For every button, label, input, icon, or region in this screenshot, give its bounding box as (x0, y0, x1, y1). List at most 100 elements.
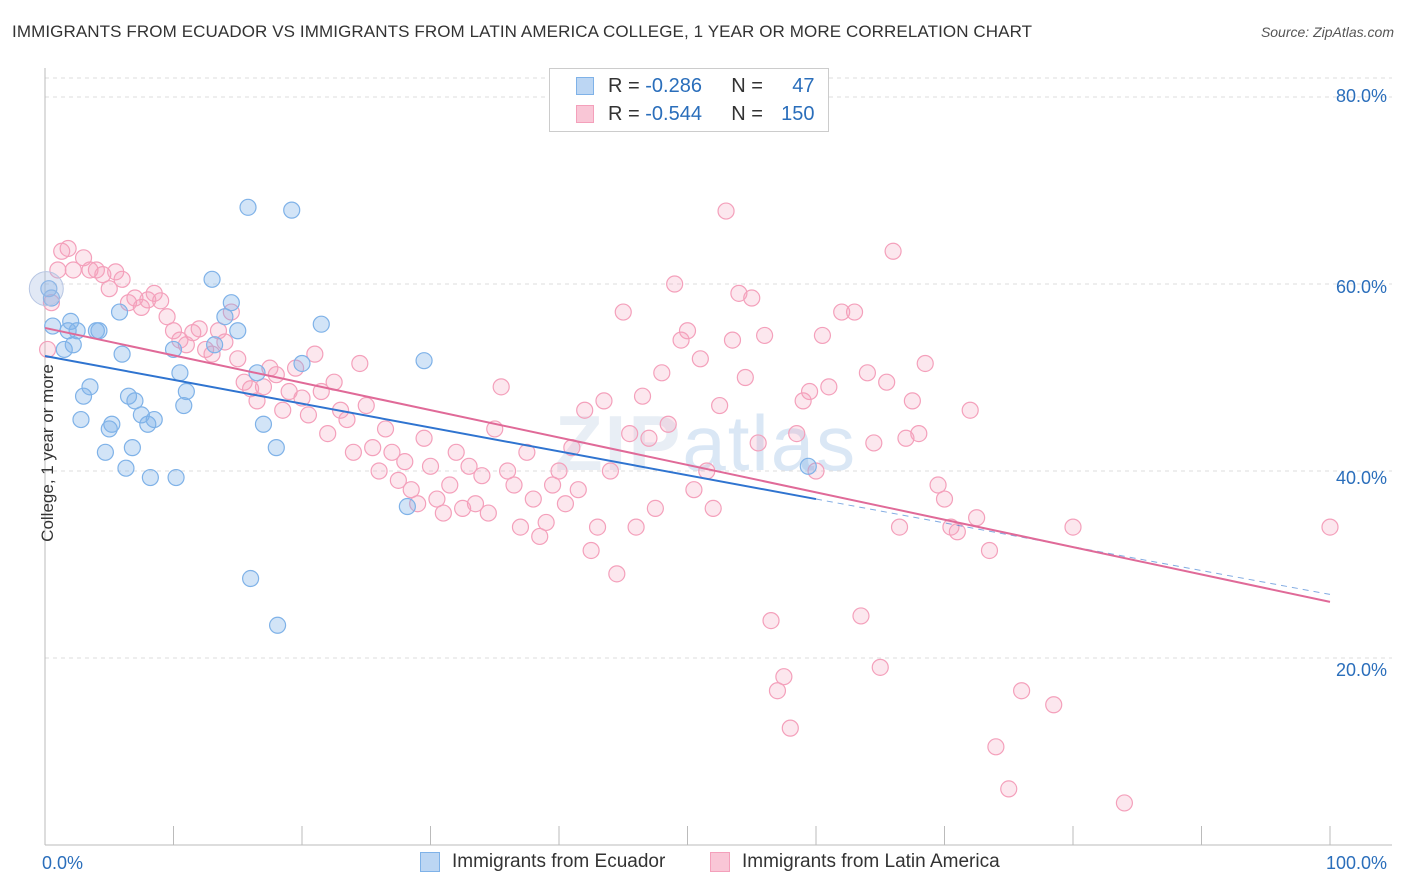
legend-row-ecuador: R = -0.286 N = 47 (550, 72, 815, 100)
point-latin-america-1 (42, 294, 61, 312)
point-latin-america-134 (910, 425, 928, 443)
point-latin-america-12 (113, 270, 131, 288)
point-latin-america-73 (505, 476, 523, 494)
point-latin-america-79 (543, 476, 562, 494)
point-latin-america-10 (100, 280, 118, 298)
point-latin-america-76 (524, 490, 542, 508)
point-latin-america-91 (621, 425, 639, 443)
point-latin-america-107 (723, 331, 742, 349)
point-latin-america-86 (588, 518, 607, 536)
point-latin-america-72 (499, 462, 517, 480)
y-tick-label-60: 60.0% (1336, 277, 1388, 297)
point-latin-america-16 (139, 291, 157, 309)
point-ecuador-14 (132, 406, 150, 424)
point-latin-america-71 (492, 378, 510, 396)
point-latin-america-14 (126, 289, 144, 307)
series-legend-ecuador[interactable]: Immigrants from Ecuador (420, 851, 665, 873)
point-ecuador-44 (268, 616, 287, 634)
point-latin-america-80 (550, 462, 568, 480)
correlation-legend: R = -0.286 N = 47 R = -0.544 N = 150 (549, 68, 829, 132)
series-label-latin-america: Immigrants from Latin America (742, 851, 1000, 872)
series-swatch-blue (420, 852, 440, 872)
point-latin-america-94 (640, 429, 658, 447)
point-latin-america-126 (858, 364, 877, 382)
x-tick-label-100: 100.0% (1326, 853, 1388, 873)
point-latin-america-63 (441, 476, 459, 494)
point-latin-america-142 (980, 541, 999, 560)
point-ecuador-5 (62, 312, 80, 330)
y-tick-label-40: 40.0% (1336, 468, 1388, 488)
point-latin-america-66 (460, 457, 478, 475)
point-ecuador-22 (206, 336, 224, 354)
point-latin-america-147 (1064, 518, 1082, 536)
trend-line-ecuador (44, 355, 817, 501)
point-latin-america-48 (344, 443, 362, 461)
point-latin-america-52 (370, 462, 388, 480)
point-ecuador-32 (312, 315, 330, 333)
y-axis-label: College, 1 year or more (38, 364, 57, 542)
point-latin-america-90 (614, 303, 632, 321)
point-latin-america-95 (646, 499, 664, 517)
point-latin-america-28 (216, 333, 234, 351)
point-ecuador-40 (117, 459, 135, 477)
legend-n-label: N = (731, 102, 769, 125)
point-latin-america-69 (479, 504, 497, 522)
point-latin-america-125 (852, 607, 870, 625)
point-ecuador-38 (96, 443, 114, 461)
point-ecuador-47 (799, 457, 817, 475)
point-latin-america-54 (383, 443, 401, 461)
point-latin-america-99 (672, 331, 690, 349)
point-ecuador-34 (81, 378, 99, 396)
point-ecuador-1 (42, 289, 61, 307)
point-latin-america-7 (81, 261, 99, 279)
point-latin-america-85 (582, 541, 600, 560)
point-cluster-bubble (28, 271, 64, 307)
point-latin-america-100 (678, 322, 697, 340)
point-ecuador-17 (164, 340, 183, 359)
point-ecuador-23 (216, 308, 234, 326)
point-latin-america-20 (164, 322, 183, 340)
legend-n-value: 150 (781, 102, 815, 125)
y-tick-label-20: 20.0% (1336, 660, 1388, 680)
point-latin-america-146 (1045, 696, 1063, 714)
point-latin-america-18 (152, 292, 170, 310)
point-latin-america-131 (890, 518, 909, 536)
point-latin-america-127 (865, 434, 883, 452)
point-latin-america-129 (878, 373, 896, 391)
point-latin-america-65 (454, 499, 472, 517)
point-latin-america-36 (267, 366, 285, 384)
point-ecuador-25 (229, 322, 247, 340)
series-swatch-pink (710, 852, 730, 872)
watermark: ZIPatlas (555, 398, 857, 489)
legend-row-latin-america: R = -0.544 N = 150 (550, 100, 815, 128)
point-latin-america-62 (434, 504, 452, 522)
legend-r-label: R = (608, 74, 646, 97)
point-latin-america-106 (717, 202, 735, 220)
point-latin-america-148 (1115, 794, 1134, 812)
point-ecuador-21 (203, 270, 221, 288)
point-latin-america-5 (64, 261, 82, 279)
point-latin-america-132 (897, 429, 915, 447)
point-ecuador-46 (398, 497, 416, 516)
point-ecuador-39 (123, 439, 141, 457)
point-latin-america-87 (595, 392, 613, 410)
series-legend-latin-america[interactable]: Immigrants from Latin America (710, 851, 1000, 873)
legend-swatch-blue (576, 77, 594, 95)
point-latin-america-64 (447, 443, 465, 461)
point-latin-america-122 (820, 378, 838, 396)
point-latin-america-135 (916, 354, 934, 373)
source-label: Source: ZipAtlas.com (1260, 24, 1394, 40)
point-ecuador-13 (126, 392, 144, 410)
point-ecuador-10 (110, 303, 129, 321)
point-ecuador-42 (167, 468, 185, 487)
point-latin-america-42 (306, 345, 324, 363)
point-latin-america-116 (781, 719, 799, 737)
point-latin-america-58 (409, 495, 427, 513)
point-latin-america-50 (357, 396, 375, 415)
point-latin-america-89 (608, 565, 626, 583)
point-latin-america-37 (274, 401, 292, 419)
trend-line-latin-america (44, 326, 1331, 603)
point-ecuador-33 (74, 387, 93, 405)
point-latin-america-4 (59, 239, 77, 258)
